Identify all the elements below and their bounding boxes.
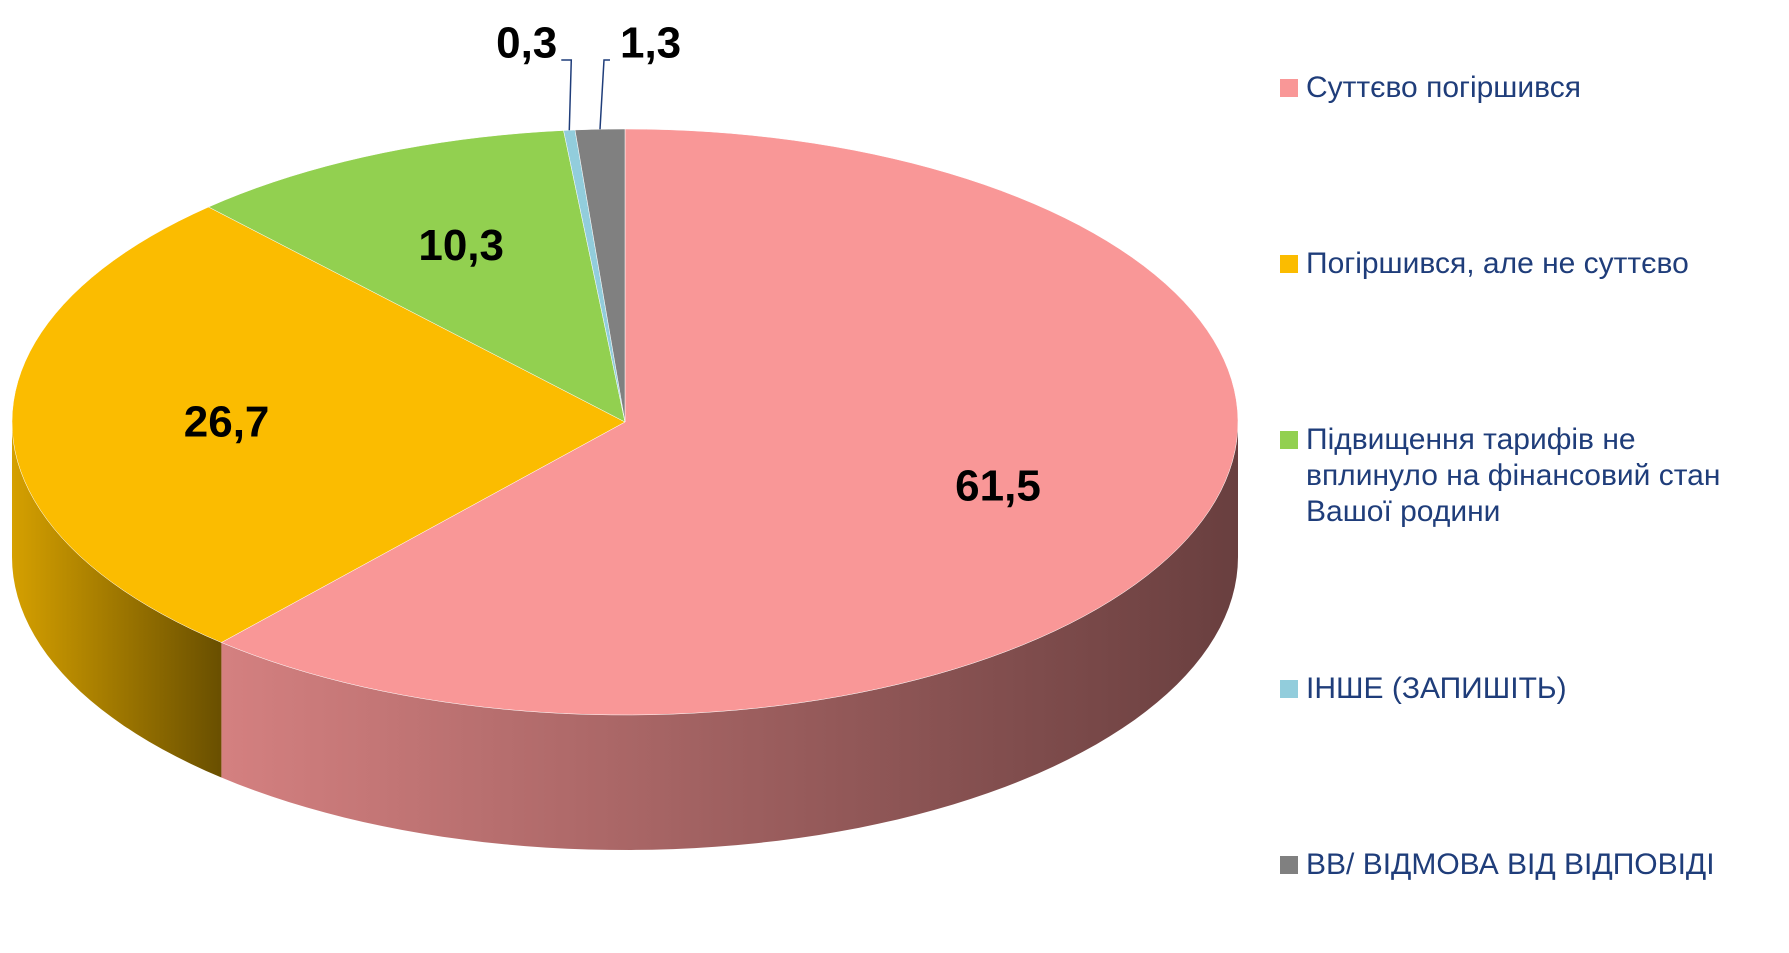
legend-swatch (1280, 679, 1298, 698)
legend-item: ІНШЕ (ЗАПИШІТЬ) (1280, 671, 1780, 707)
legend-swatch (1280, 79, 1298, 98)
legend: Суттєво погіршився Погіршився, але не сут… (1280, 0, 1780, 953)
data-label: 26,7 (184, 397, 270, 446)
slice (207, 130, 626, 423)
legend-item: Суттєво погіршився (1280, 70, 1780, 106)
legend-swatch (1280, 855, 1298, 874)
legend-swatch (1280, 255, 1298, 274)
slice (11, 206, 626, 643)
legend-item: Підвищення тарифів не вплинуло на фінанс… (1280, 422, 1780, 530)
data-label: 61,5 (955, 462, 1041, 511)
legend-label: Погіршився, але не суттєво (1306, 247, 1689, 281)
data-label: 1,3 (620, 19, 681, 68)
leader-line (561, 59, 573, 131)
data-label: 10,3 (418, 221, 504, 270)
slice-side (12, 422, 222, 778)
legend-label: Суттєво погіршився (1306, 71, 1581, 105)
legend-item: Погіршився, але не суттєво (1280, 246, 1780, 282)
slice-side (221, 422, 1239, 850)
legend-label: ІНШЕ (ЗАПИШІТЬ) (1306, 671, 1567, 705)
legend-label: Підвищення тарифів не вплинуло на фінанс… (1306, 423, 1721, 529)
slice (574, 128, 626, 423)
legend-label: ВВ/ ВІДМОВА ВІД ВІДПОВІДІ (1306, 847, 1715, 881)
data-label: 0,3 (496, 19, 557, 68)
slice (220, 128, 1239, 716)
legend-swatch (1280, 431, 1298, 450)
leader-line (599, 59, 610, 130)
pie-sides (12, 422, 1239, 850)
legend-item: ВВ/ ВІДМОВА ВІД ВІДПОВІДІ (1280, 847, 1780, 883)
